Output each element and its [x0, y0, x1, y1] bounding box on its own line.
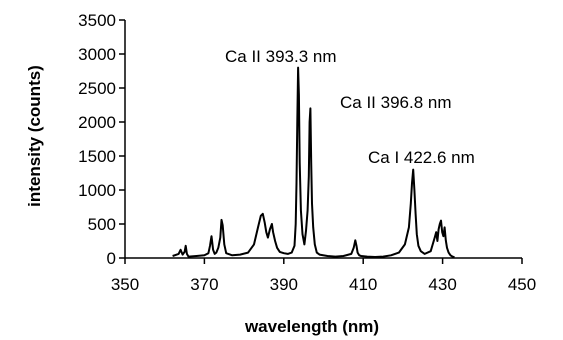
y-axis-label: intensity (counts) — [25, 65, 44, 207]
x-tick-label: 350 — [111, 275, 139, 294]
y-axis: 0 500 1000 1500 2000 2500 3000 3500 — [78, 11, 126, 268]
y-tick-label: 1000 — [78, 181, 116, 200]
annotation-ca-i-422: Ca I 422.6 nm — [368, 148, 475, 167]
annotations: Ca II 393.3 nm Ca II 396.8 nm Ca I 422.6… — [225, 47, 475, 167]
series-line-0 — [172, 66, 455, 259]
y-tick-label: 3000 — [78, 45, 116, 64]
y-tick-label: 2000 — [78, 113, 116, 132]
x-axis: 350 370 390 410 430 450 — [111, 257, 536, 294]
y-tick-label: 2500 — [78, 79, 116, 98]
x-tick-label: 390 — [270, 275, 298, 294]
x-tick-label: 430 — [428, 275, 456, 294]
annotation-ca-ii-393: Ca II 393.3 nm — [225, 47, 337, 66]
y-tick-label: 500 — [88, 215, 116, 234]
x-tick-label: 450 — [508, 275, 536, 294]
x-axis-label: wavelength (nm) — [244, 317, 379, 336]
y-tick-label: 0 — [107, 249, 116, 268]
x-tick-label: 370 — [190, 275, 218, 294]
y-tick-label: 3500 — [78, 11, 116, 30]
y-tick-label: 1500 — [78, 147, 116, 166]
annotation-ca-ii-396: Ca II 396.8 nm — [340, 93, 452, 112]
series-group — [172, 66, 455, 259]
x-tick-label: 410 — [349, 275, 377, 294]
